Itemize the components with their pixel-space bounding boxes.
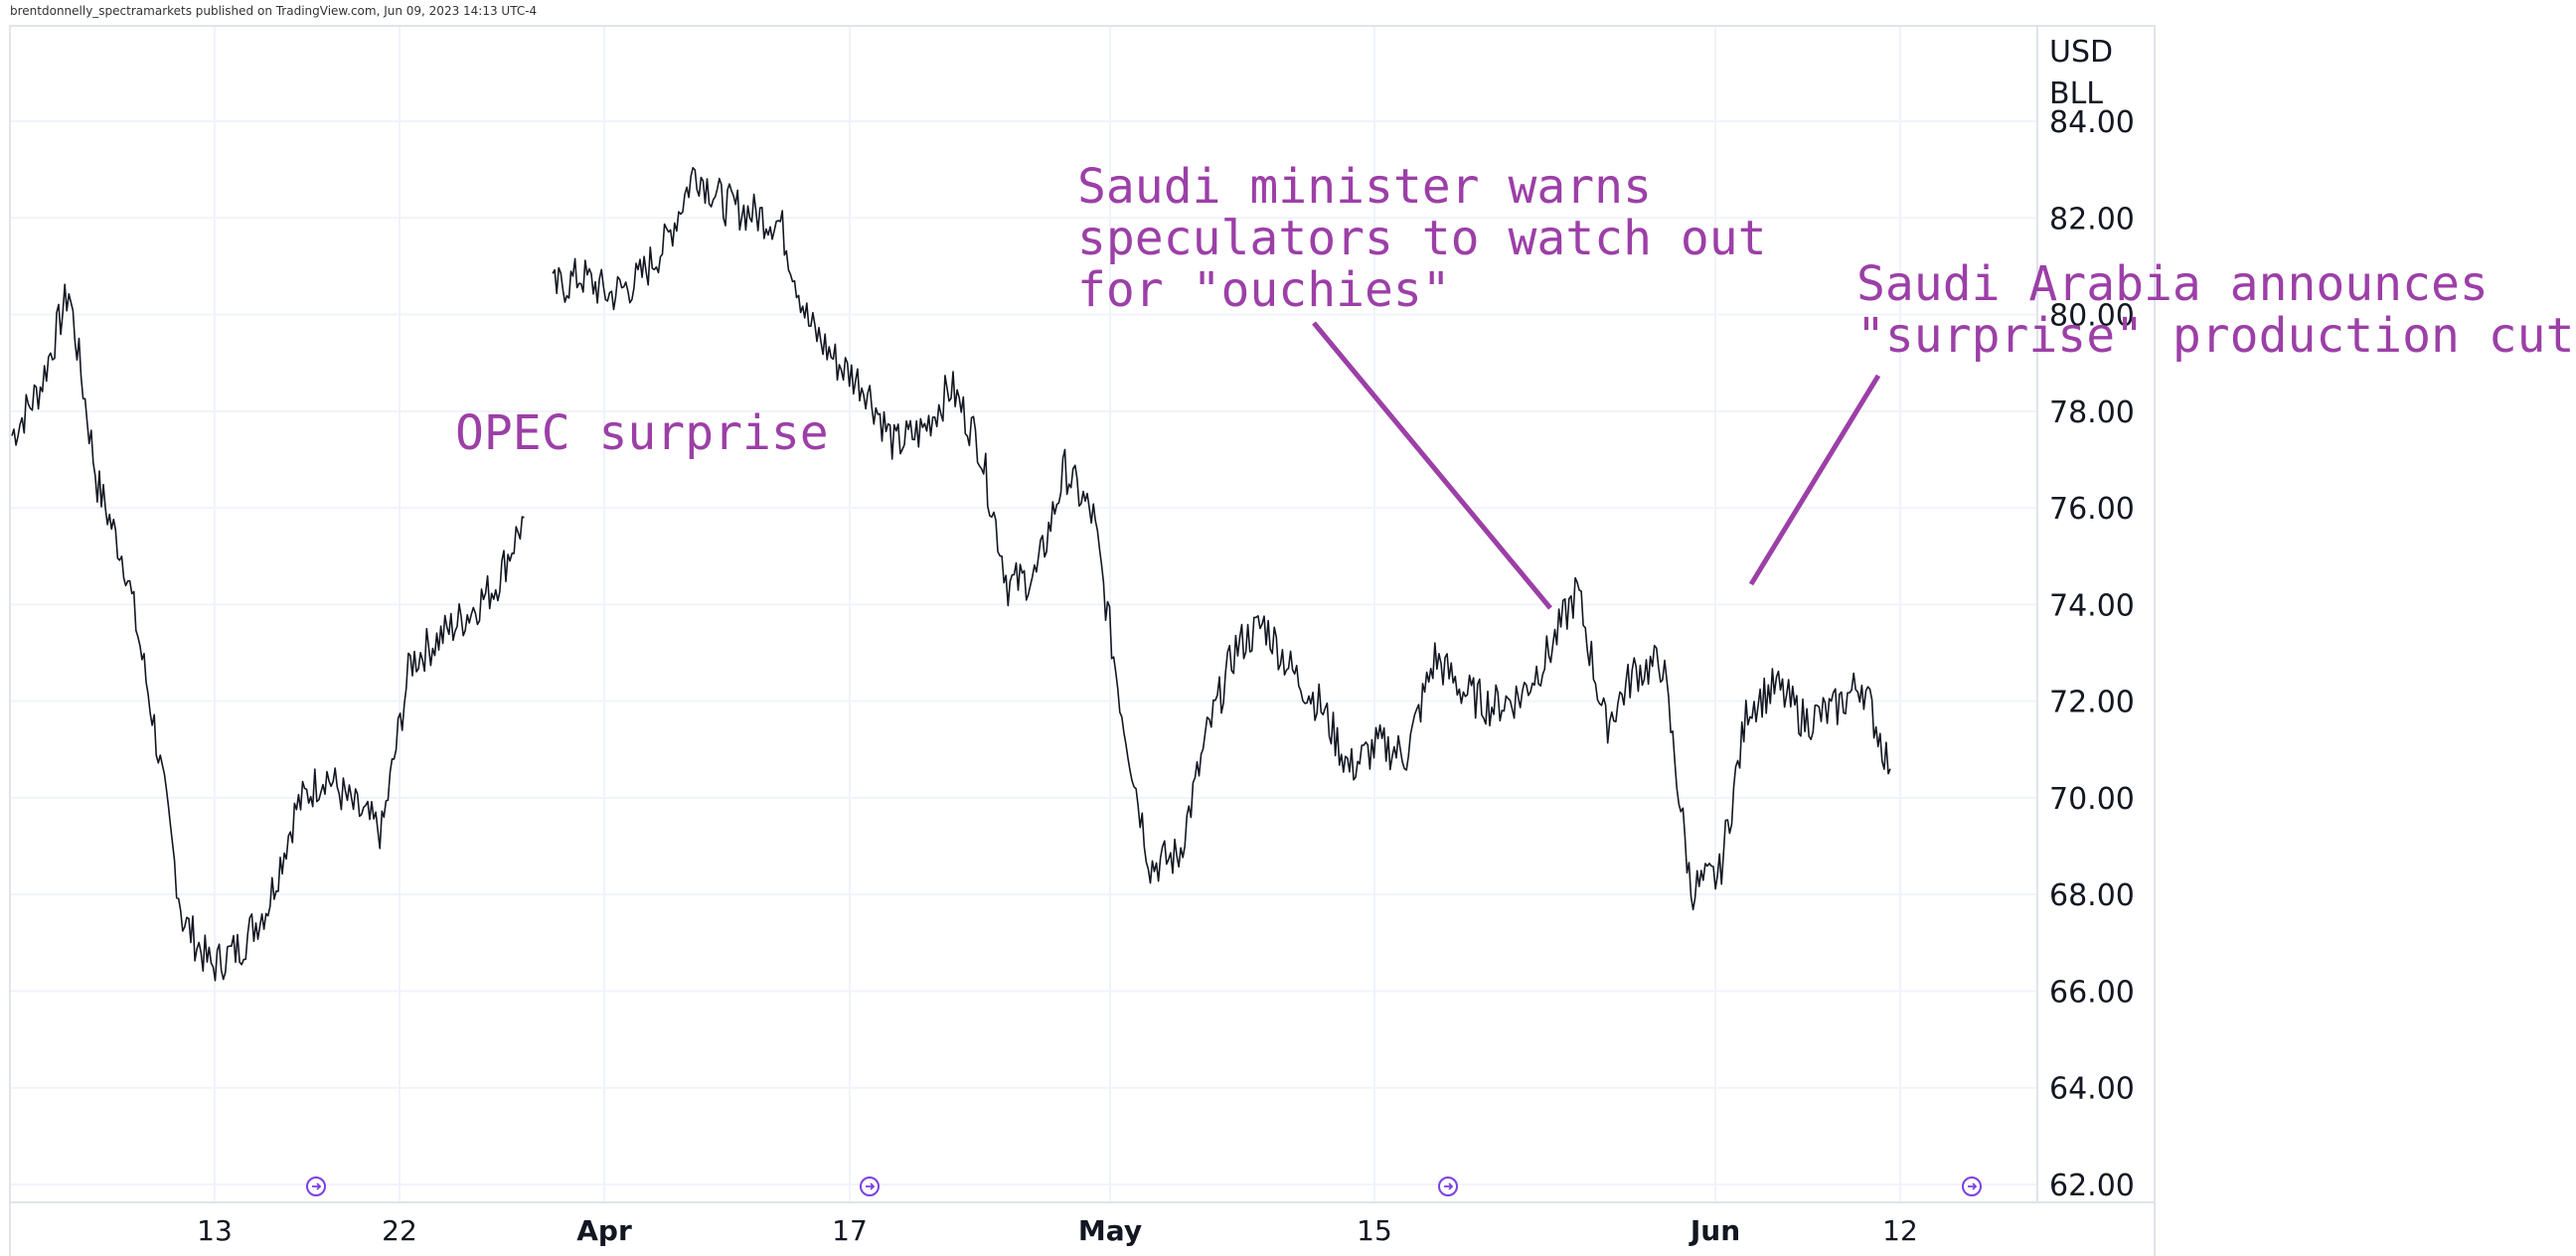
chart-border	[9, 25, 2156, 1256]
y-tick-label: 66.00	[2049, 975, 2135, 1010]
annotation-text: Saudi minister warns speculators to watch…	[1077, 159, 1767, 318]
chart-grid	[10, 26, 2037, 1202]
price-axis: 84.00 82.00 80.00 78.00 76.00 74.00 72.00 70.00…	[2049, 105, 2135, 1203]
annotation-leader-line	[1312, 321, 1552, 610]
event-markers	[306, 1177, 1982, 1196]
price-line-segment	[552, 167, 1891, 911]
annotation-text: OPEC surprise	[455, 405, 829, 461]
y-tick-label: 70.00	[2049, 782, 2135, 817]
y-tick-label: 64.00	[2049, 1072, 2135, 1107]
annotation-text: Saudi Arabia announces "surprise" product…	[1856, 256, 2574, 364]
y-tick-label: 68.00	[2049, 878, 2135, 913]
y-tick-label: 72.00	[2049, 686, 2135, 720]
annotation-leader-line	[1748, 374, 1881, 586]
event-marker-icon[interactable]	[1962, 1177, 1982, 1196]
y-tick-label: 76.00	[2049, 492, 2135, 527]
y-tick-label: 74.00	[2049, 588, 2135, 623]
annotations: OPEC surprise Saudi minister warns specula…	[455, 159, 2574, 610]
x-tick-label: 13	[197, 1214, 233, 1247]
x-tick-label: 17	[832, 1214, 868, 1247]
price-series	[11, 167, 1891, 982]
event-marker-icon[interactable]	[860, 1177, 880, 1196]
y-tick-label: 62.00	[2049, 1169, 2135, 1203]
y-tick-label: 84.00	[2049, 105, 2135, 140]
y-tick-label: 80.00	[2049, 299, 2135, 334]
publisher-attribution: brentdonnelly_spectramarkets published o…	[10, 4, 538, 18]
time-axis: 13 22 Apr 17 May 15 Jun 12	[197, 1214, 1918, 1247]
x-tick-label: Apr	[576, 1214, 632, 1247]
unit-label: BLL	[2049, 77, 2103, 111]
y-tick-label: 78.00	[2049, 395, 2135, 430]
event-marker-icon[interactable]	[1438, 1177, 1458, 1196]
x-tick-label: Jun	[1689, 1214, 1740, 1247]
x-tick-label: 15	[1357, 1214, 1392, 1247]
x-tick-label: May	[1078, 1214, 1142, 1247]
event-marker-icon[interactable]	[306, 1177, 326, 1196]
y-tick-label: 82.00	[2049, 202, 2135, 236]
price-line-segment	[11, 283, 525, 982]
x-tick-label: 22	[382, 1214, 417, 1247]
currency-label: USD	[2049, 35, 2113, 70]
x-tick-label: 12	[1882, 1214, 1918, 1247]
